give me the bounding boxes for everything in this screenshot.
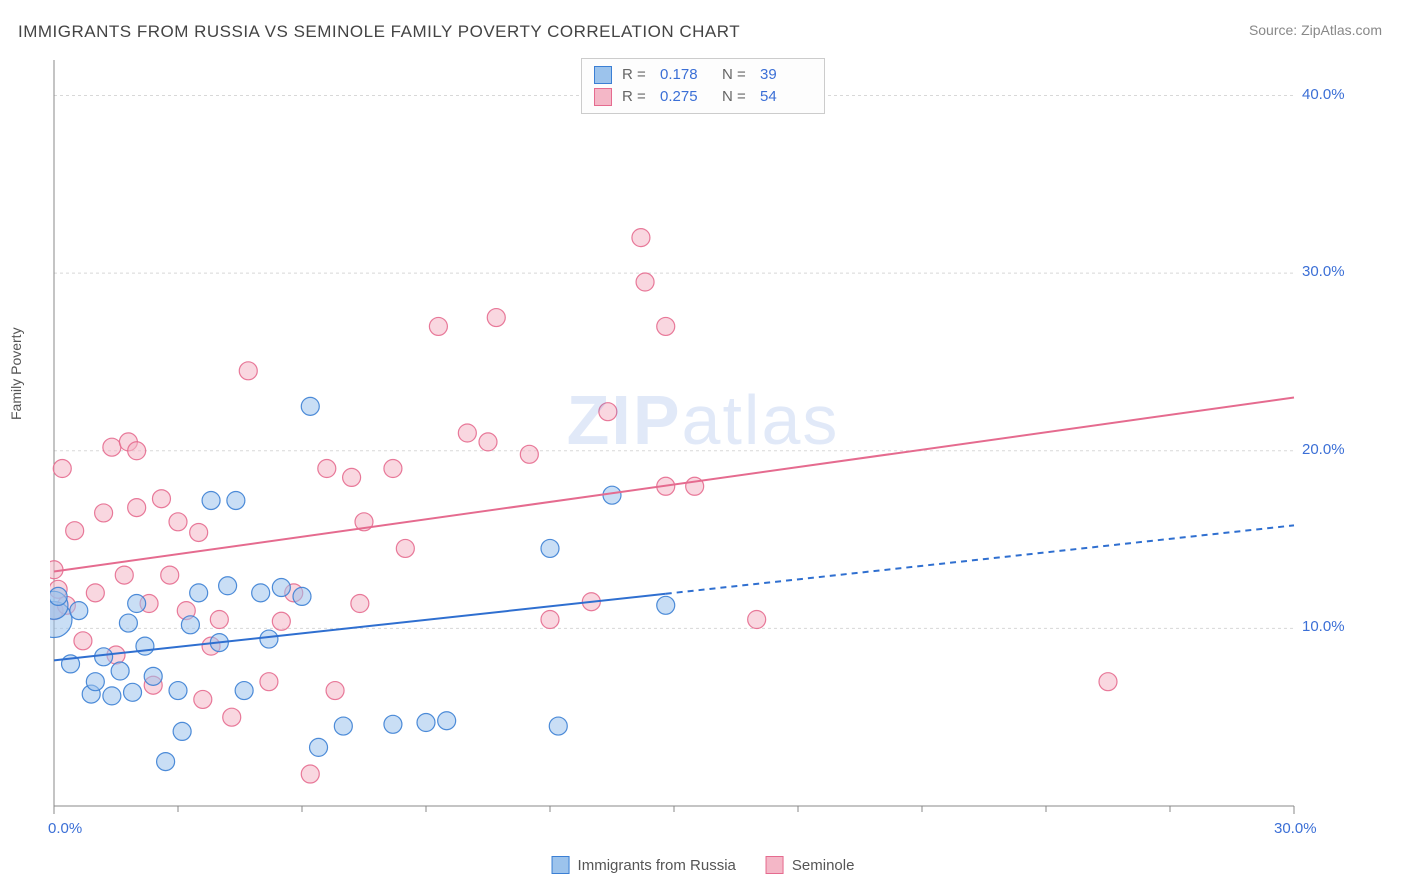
swatch-russia-icon [594,66,612,84]
r-label: R = [622,64,650,86]
y-tick-label: 40.0% [1302,86,1345,103]
legend-row-seminole: R = 0.275 N = 54 [594,86,812,108]
y-tick-label: 20.0% [1302,441,1345,458]
x-tick-label: 30.0% [1274,820,1317,837]
r-value-seminole: 0.275 [660,86,712,108]
correlation-legend: R = 0.178 N = 39 R = 0.275 N = 54 [581,58,825,114]
legend-row-russia: R = 0.178 N = 39 [594,64,812,86]
swatch-seminole-icon [594,88,612,106]
legend-label-seminole: Seminole [792,857,855,874]
legend-item-seminole: Seminole [766,856,855,874]
x-tick-label: 0.0% [48,820,82,837]
n-label: N = [722,64,750,86]
swatch-russia-icon [552,856,570,874]
y-tick-label: 10.0% [1302,618,1345,635]
source-attribution: Source: ZipAtlas.com [1249,22,1382,38]
plot-area [50,56,1350,836]
n-value-seminole: 54 [760,86,812,108]
r-label: R = [622,86,650,108]
n-value-russia: 39 [760,64,812,86]
chart-title: IMMIGRANTS FROM RUSSIA VS SEMINOLE FAMIL… [18,22,740,42]
r-value-russia: 0.178 [660,64,712,86]
legend-label-russia: Immigrants from Russia [578,857,736,874]
n-label: N = [722,86,750,108]
y-axis-label: Family Poverty [8,327,24,420]
series-legend: Immigrants from Russia Seminole [552,856,855,874]
legend-item-russia: Immigrants from Russia [552,856,736,874]
swatch-seminole-icon [766,856,784,874]
correlation-chart: IMMIGRANTS FROM RUSSIA VS SEMINOLE FAMIL… [0,0,1406,892]
y-tick-label: 30.0% [1302,263,1345,280]
